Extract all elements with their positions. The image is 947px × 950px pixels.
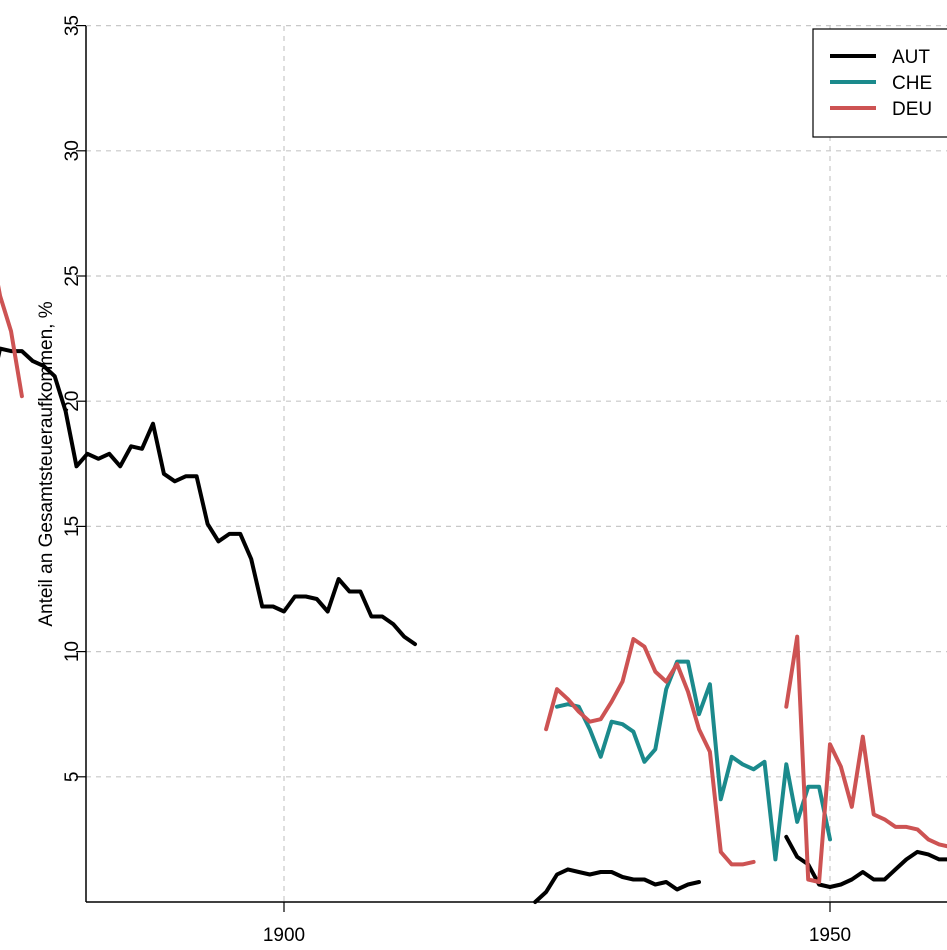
y-tick-label-10: 10 [62, 641, 83, 662]
y-tick-label-20: 20 [62, 391, 83, 412]
y-tick-label-5: 5 [62, 772, 83, 783]
legend-label-deu: DEU [892, 99, 932, 120]
legend-label-aut: AUT [892, 47, 930, 68]
series-line-aut-2 [533, 867, 701, 904]
y-tick-label-35: 35 [62, 15, 83, 36]
legend-label-che: CHE [892, 73, 932, 94]
series-line-deu-2 [544, 637, 756, 867]
series-line-che-1 [555, 659, 832, 862]
y-axis-title: Anteil an Gesamtsteueraufkommen, % [36, 301, 57, 626]
series-line-aut-3 [784, 834, 947, 889]
x-axis-ticks: 190019502000 [263, 902, 851, 946]
x-tick-label-1950: 1950 [809, 925, 851, 946]
y-tick-label-15: 15 [62, 516, 83, 537]
series-line-deu-1 [0, 284, 24, 399]
series-lines [0, 284, 947, 904]
x-tick-label-1900: 1900 [263, 925, 305, 946]
y-axis-ticks: 5 10 15 20 25 30 35 [62, 15, 86, 782]
series-line-deu-3 [784, 634, 947, 884]
axes [85, 26, 947, 903]
series-line-aut-1 [0, 346, 417, 647]
y-tick-label-30: 30 [62, 140, 83, 161]
grid-lines [86, 25, 947, 902]
y-tick-label-25: 25 [62, 265, 83, 286]
legend: AUT CHE DEU [812, 28, 947, 138]
